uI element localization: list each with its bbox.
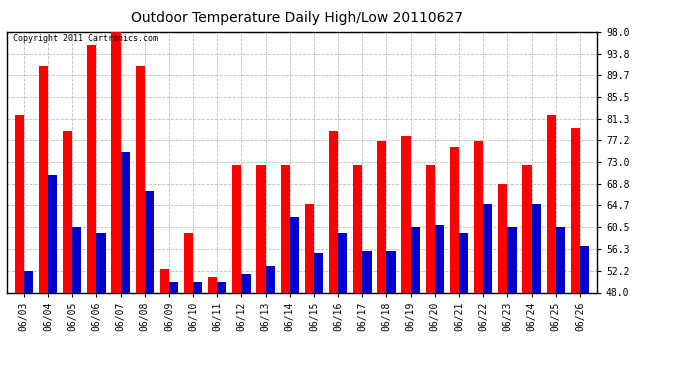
Bar	[377, 141, 386, 292]
Bar	[145, 191, 154, 292]
Bar	[546, 115, 555, 292]
Bar	[435, 225, 444, 292]
Bar	[353, 165, 362, 292]
Bar	[459, 232, 469, 292]
Bar	[233, 165, 241, 292]
Bar	[24, 271, 33, 292]
Bar	[193, 282, 202, 292]
Bar	[184, 232, 193, 292]
Bar	[329, 131, 338, 292]
Bar	[450, 147, 459, 292]
Bar	[72, 227, 81, 292]
Bar	[555, 227, 565, 292]
Bar	[402, 136, 411, 292]
Bar	[474, 141, 483, 292]
Bar	[426, 165, 435, 292]
Bar	[507, 227, 517, 292]
Bar	[522, 165, 531, 292]
Bar	[48, 175, 57, 292]
Bar	[281, 165, 290, 292]
Bar	[411, 227, 420, 292]
Bar	[305, 204, 314, 292]
Bar	[241, 274, 250, 292]
Bar	[362, 251, 371, 292]
Bar	[290, 217, 299, 292]
Bar	[111, 32, 121, 292]
Bar	[87, 45, 97, 292]
Bar	[483, 204, 493, 292]
Bar	[217, 282, 226, 292]
Bar	[386, 251, 395, 292]
Bar	[571, 128, 580, 292]
Bar	[97, 232, 106, 292]
Bar	[135, 66, 145, 292]
Bar	[498, 184, 507, 292]
Bar	[169, 282, 178, 292]
Text: Copyright 2011 Cartronics.com: Copyright 2011 Cartronics.com	[13, 34, 158, 44]
Bar	[14, 115, 24, 292]
Bar	[531, 204, 541, 292]
Bar	[338, 232, 347, 292]
Bar	[208, 277, 217, 292]
Bar	[266, 266, 275, 292]
Bar	[121, 152, 130, 292]
Bar	[314, 254, 323, 292]
Bar	[39, 66, 48, 292]
Text: Outdoor Temperature Daily High/Low 20110627: Outdoor Temperature Daily High/Low 20110…	[130, 11, 463, 25]
Bar	[580, 246, 589, 292]
Bar	[257, 165, 266, 292]
Bar	[159, 269, 169, 292]
Bar	[63, 131, 72, 292]
